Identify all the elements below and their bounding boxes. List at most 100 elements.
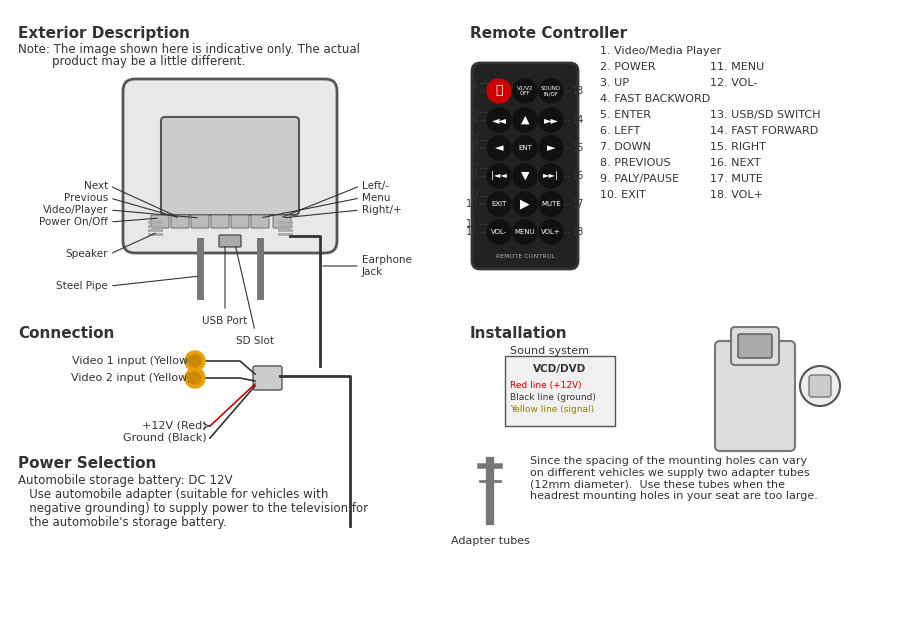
Text: Speaker: Speaker	[66, 249, 108, 259]
Text: Right/+: Right/+	[362, 205, 401, 215]
Circle shape	[189, 355, 201, 367]
Text: ▲: ▲	[520, 115, 529, 125]
FancyBboxPatch shape	[738, 334, 772, 358]
Text: 8: 8	[472, 171, 478, 181]
Text: Automobile storage battery: DC 12V: Automobile storage battery: DC 12V	[18, 474, 233, 487]
Circle shape	[513, 108, 537, 132]
Text: 3. UP: 3. UP	[600, 78, 629, 88]
Text: 13: 13	[572, 86, 584, 96]
Text: negative grounding) to supply power to the television for: negative grounding) to supply power to t…	[18, 502, 368, 515]
Text: 1: 1	[472, 78, 478, 88]
Text: 9: 9	[472, 191, 478, 201]
Text: Sound system: Sound system	[510, 346, 589, 356]
Circle shape	[539, 108, 563, 132]
Text: 7. DOWN: 7. DOWN	[600, 142, 651, 152]
Text: Left/-: Left/-	[362, 181, 389, 191]
Text: Note: The image shown here is indicative only. The actual: Note: The image shown here is indicative…	[18, 43, 360, 56]
Text: 14. FAST FORWARD: 14. FAST FORWARD	[710, 126, 818, 136]
Text: the automobile's storage battery.: the automobile's storage battery.	[18, 516, 226, 529]
Text: 12: 12	[465, 227, 478, 237]
Circle shape	[513, 192, 537, 216]
Text: 16. NEXT: 16. NEXT	[710, 158, 760, 168]
FancyBboxPatch shape	[472, 63, 578, 269]
Text: ►: ►	[547, 143, 556, 153]
Text: ►►|: ►►|	[543, 172, 559, 181]
Text: 9. PALY/PAUSE: 9. PALY/PAUSE	[600, 174, 679, 184]
Text: Black line (ground): Black line (ground)	[510, 393, 596, 402]
Text: Previous: Previous	[64, 193, 108, 203]
Text: VCD/DVD: VCD/DVD	[533, 364, 586, 374]
FancyBboxPatch shape	[715, 341, 795, 451]
Text: Remote Controller: Remote Controller	[470, 26, 627, 41]
FancyBboxPatch shape	[273, 215, 291, 228]
Circle shape	[487, 108, 511, 132]
Text: 3: 3	[472, 107, 478, 117]
Text: Menu: Menu	[362, 193, 391, 203]
Circle shape	[800, 366, 840, 406]
Circle shape	[539, 164, 563, 188]
Text: Power On/Off: Power On/Off	[39, 217, 108, 227]
FancyBboxPatch shape	[251, 215, 269, 228]
Text: Connection: Connection	[18, 326, 115, 341]
Text: Installation: Installation	[470, 326, 567, 341]
FancyBboxPatch shape	[809, 375, 831, 397]
Text: 17. MUTE: 17. MUTE	[710, 174, 763, 184]
Text: 18. VOL+: 18. VOL+	[710, 190, 763, 200]
Text: EXIT: EXIT	[492, 201, 507, 207]
Circle shape	[539, 192, 563, 216]
Circle shape	[185, 351, 205, 371]
Text: 1. Video/Media Player: 1. Video/Media Player	[600, 46, 721, 56]
Text: 5: 5	[472, 135, 478, 145]
Text: 14: 14	[572, 115, 584, 125]
Circle shape	[487, 164, 511, 188]
Circle shape	[539, 220, 563, 244]
Text: VOL+: VOL+	[541, 229, 561, 235]
FancyBboxPatch shape	[505, 356, 615, 426]
Text: Earphone
Jack: Earphone Jack	[362, 255, 412, 277]
Circle shape	[513, 164, 537, 188]
Text: ⏻: ⏻	[495, 85, 502, 97]
Text: REMOTE CONTROL: REMOTE CONTROL	[495, 254, 555, 258]
Text: ENT: ENT	[518, 145, 532, 151]
Text: Use automobile adapter (suitable for vehicles with: Use automobile adapter (suitable for veh…	[18, 488, 328, 501]
Text: 15. RIGHT: 15. RIGHT	[710, 142, 766, 152]
Text: 13. USB/SD SWITCH: 13. USB/SD SWITCH	[710, 110, 821, 120]
Text: 18: 18	[572, 227, 584, 237]
Text: VOL-: VOL-	[491, 229, 507, 235]
Text: Ground (Black): Ground (Black)	[124, 433, 207, 443]
Text: 5. ENTER: 5. ENTER	[600, 110, 651, 120]
Text: ►►: ►►	[544, 115, 558, 125]
Circle shape	[513, 79, 537, 103]
Circle shape	[513, 136, 537, 160]
Text: |◄◄: |◄◄	[491, 172, 507, 181]
Text: Red line (+12V): Red line (+12V)	[510, 381, 582, 390]
FancyBboxPatch shape	[211, 215, 229, 228]
Text: 6: 6	[472, 143, 478, 153]
Circle shape	[487, 192, 511, 216]
FancyBboxPatch shape	[161, 117, 299, 215]
FancyBboxPatch shape	[171, 215, 189, 228]
Text: Adapter tubes: Adapter tubes	[451, 536, 529, 546]
Text: 11. MENU: 11. MENU	[710, 62, 764, 72]
Text: 10. EXIT: 10. EXIT	[600, 190, 646, 200]
Circle shape	[539, 79, 563, 103]
FancyBboxPatch shape	[191, 215, 209, 228]
Circle shape	[189, 372, 201, 384]
Text: Video 1 input (Yellow): Video 1 input (Yellow)	[71, 356, 192, 366]
Circle shape	[513, 220, 537, 244]
Text: +12V (Red): +12V (Red)	[143, 421, 207, 431]
Text: SOUND
IN/OF: SOUND IN/OF	[541, 86, 561, 97]
Text: USB Port: USB Port	[202, 316, 248, 326]
Text: 17: 17	[572, 199, 584, 209]
FancyBboxPatch shape	[231, 215, 249, 228]
Text: product may be a little different.: product may be a little different.	[52, 55, 245, 68]
Text: Since the spacing of the mounting holes can vary
on different vehicles we supply: Since the spacing of the mounting holes …	[530, 456, 818, 501]
FancyBboxPatch shape	[151, 215, 169, 228]
Text: MUTE: MUTE	[541, 201, 561, 207]
Text: Steel Pipe: Steel Pipe	[56, 281, 108, 291]
Text: ◄: ◄	[495, 143, 503, 153]
Text: ◄◄: ◄◄	[492, 115, 507, 125]
Text: Video 2 input (Yellow): Video 2 input (Yellow)	[71, 373, 192, 383]
FancyBboxPatch shape	[253, 366, 282, 390]
Text: 4: 4	[472, 115, 478, 125]
